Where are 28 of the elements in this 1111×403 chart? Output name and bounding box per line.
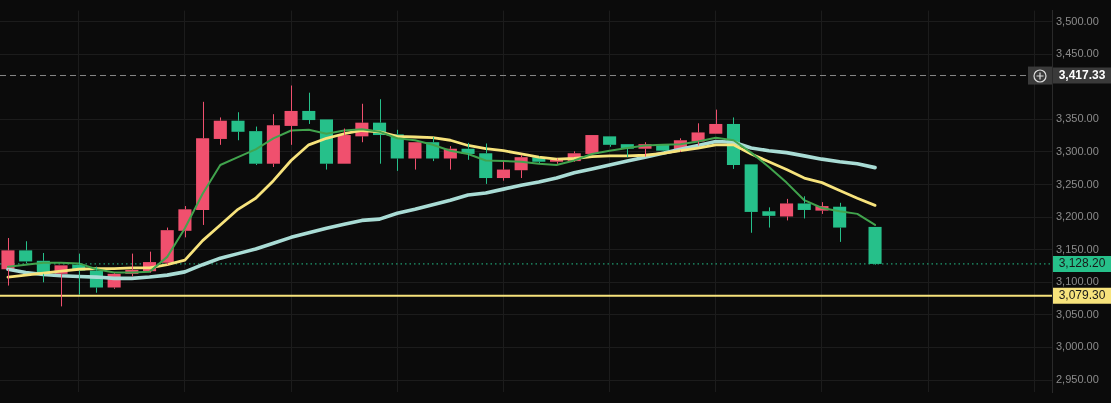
candlestick [302, 92, 316, 125]
y-tick-label: 3,100.00 [1056, 275, 1099, 288]
candlestick [19, 240, 33, 264]
ref-line-label: 3,079.30 [1058, 288, 1106, 303]
candlestick [479, 143, 493, 185]
candlestick [231, 111, 245, 141]
candlestick [1, 237, 15, 287]
y-tick-label: 3,200.00 [1056, 210, 1099, 223]
candlestick [284, 85, 298, 146]
candlestick [797, 195, 811, 219]
candlestick [833, 202, 847, 243]
y-tick-label: 3,150.00 [1056, 242, 1099, 255]
candlestick [196, 101, 210, 226]
candlestick [266, 113, 280, 168]
y-tick-label: 3,250.00 [1056, 177, 1099, 190]
y-tick-label: 2,950.00 [1056, 373, 1099, 386]
ref-line-label: 3,128.20 [1058, 256, 1106, 271]
candlestick [496, 161, 510, 182]
candlestick [762, 206, 776, 229]
y-tick-label: 3,050.00 [1056, 307, 1099, 320]
y-tick-label: 3,300.00 [1056, 145, 1099, 158]
y-tick-label: 3,350.00 [1056, 112, 1099, 125]
y-tick-label: 3,450.00 [1056, 47, 1099, 60]
ref-line-label: 3,417.33 [1058, 67, 1106, 82]
candlestick [213, 116, 227, 146]
y-tick-label: 3,500.00 [1056, 14, 1099, 27]
y-tick-label: 3,000.00 [1056, 340, 1099, 353]
candlestick [549, 159, 564, 165]
